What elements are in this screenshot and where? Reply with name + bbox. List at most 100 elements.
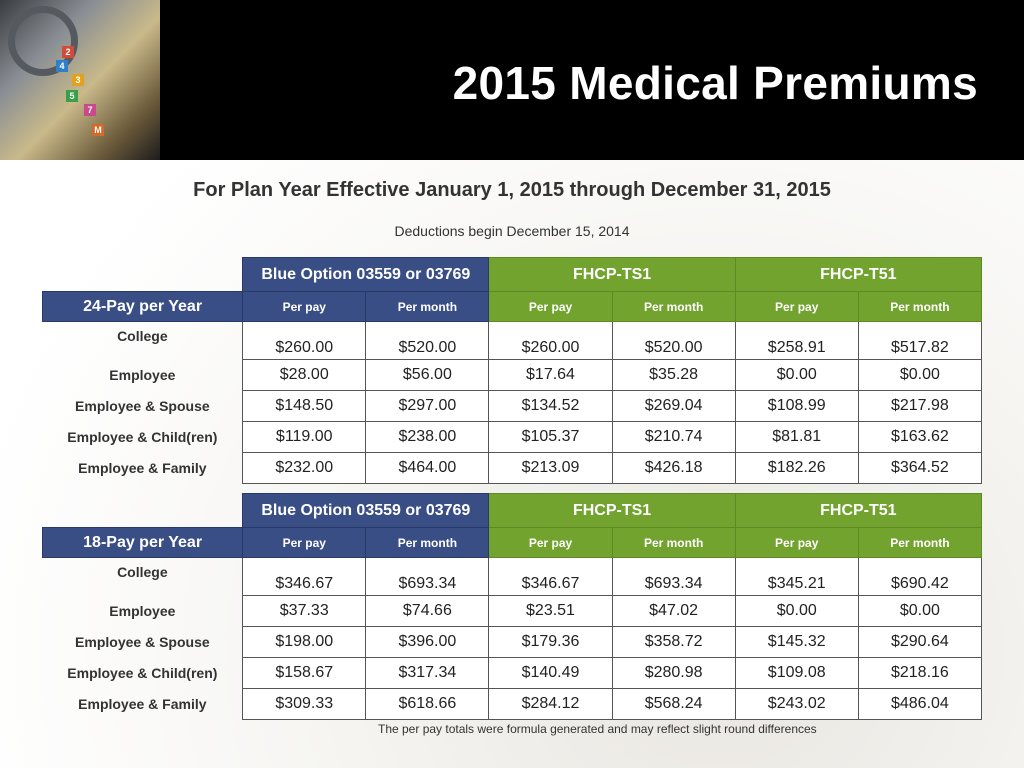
plan-header-row: Blue Option 03559 or 03769 FHCP-TS1 FHCP… bbox=[43, 257, 983, 292]
rounding-footnote: The per pay totals were formula generate… bbox=[378, 722, 817, 736]
premium-cell: $134.52 bbox=[488, 389, 613, 422]
table-row: Employee & Spouse $148.50 $297.00 $134.5… bbox=[43, 389, 983, 422]
premium-cell: $47.02 bbox=[611, 594, 736, 627]
premium-cell: $517.82 bbox=[857, 321, 983, 360]
premium-cell: $148.50 bbox=[242, 389, 367, 422]
medical-stethoscope-photo-icon: 2 4 3 5 7 M bbox=[0, 0, 160, 160]
premium-cell: $520.00 bbox=[611, 321, 736, 360]
premium-cell: $17.64 bbox=[488, 358, 613, 391]
row-label: Employee & Family bbox=[78, 695, 207, 712]
premium-cell: $213.09 bbox=[488, 451, 613, 484]
plan-header-fhcp-ts1: FHCP-TS1 bbox=[488, 257, 736, 292]
premium-cell: $0.00 bbox=[734, 358, 859, 391]
premium-cell: $346.67 bbox=[488, 557, 613, 596]
deductions-note: Deductions begin December 15, 2014 bbox=[394, 223, 630, 239]
premium-cell: $238.00 bbox=[365, 420, 490, 453]
premium-cell: $280.98 bbox=[611, 656, 736, 689]
premium-cell: $486.04 bbox=[857, 687, 983, 720]
col-per-pay: Per pay bbox=[242, 291, 367, 322]
col-per-month: Per month bbox=[365, 291, 490, 322]
premium-cell: $35.28 bbox=[611, 358, 736, 391]
premium-table-24-pay: Blue Option 03559 or 03769 FHCP-TS1 FHCP… bbox=[41, 257, 983, 484]
premium-cell: $690.42 bbox=[857, 557, 983, 596]
premium-cell: $56.00 bbox=[365, 358, 490, 391]
row-label: Employee bbox=[109, 602, 176, 619]
premium-cell: $145.32 bbox=[734, 625, 859, 658]
premium-cell: $105.37 bbox=[488, 420, 613, 453]
premium-cell: $290.64 bbox=[857, 625, 983, 658]
premium-cell: $243.02 bbox=[734, 687, 859, 720]
col-per-pay: Per pay bbox=[488, 291, 613, 322]
premium-cell: $260.00 bbox=[488, 321, 613, 360]
premium-cell: $23.51 bbox=[488, 594, 613, 627]
premium-cell: $74.66 bbox=[365, 594, 490, 627]
stethoscope-shape bbox=[8, 6, 78, 76]
premium-cell: $81.81 bbox=[734, 420, 859, 453]
premium-cell: $364.52 bbox=[857, 451, 983, 484]
table-row: College $346.67 $693.34 $346.67 $693.34 … bbox=[43, 557, 983, 596]
header-banner: 2 4 3 5 7 M 2015 Medical Premiums bbox=[0, 0, 1024, 160]
plan-header-row: Blue Option 03559 or 03769 FHCP-TS1 FHCP… bbox=[43, 493, 983, 528]
row-label: Employee & Spouse bbox=[75, 397, 210, 414]
col-per-month: Per month bbox=[857, 527, 983, 558]
corner-blank bbox=[43, 494, 243, 528]
col-per-pay: Per pay bbox=[242, 527, 367, 558]
premium-cell: $260.00 bbox=[242, 321, 367, 360]
col-per-month: Per month bbox=[857, 291, 983, 322]
premium-cell: $464.00 bbox=[365, 451, 490, 484]
premium-cell: $119.00 bbox=[242, 420, 367, 453]
column-header-row: 24-Pay per Year Per pay Per month Per pa… bbox=[41, 291, 983, 322]
plan-year-subtitle: For Plan Year Effective January 1, 2015 … bbox=[193, 179, 831, 201]
table-row: Employee $28.00 $56.00 $17.64 $35.28 $0.… bbox=[43, 358, 983, 391]
plan-header-fhcp-t51: FHCP-T51 bbox=[734, 257, 983, 292]
col-per-month: Per month bbox=[365, 527, 490, 558]
schedule-label: 18-Pay per Year bbox=[41, 527, 244, 558]
premium-cell: $217.98 bbox=[857, 389, 983, 422]
premium-cell: $179.36 bbox=[488, 625, 613, 658]
plan-header-blue-option: Blue Option 03559 or 03769 bbox=[242, 493, 490, 528]
premium-cell: $520.00 bbox=[365, 321, 490, 360]
premium-cell: $284.12 bbox=[488, 687, 613, 720]
table-row: Employee $37.33 $74.66 $23.51 $47.02 $0.… bbox=[43, 594, 983, 627]
premium-cell: $345.21 bbox=[734, 557, 859, 596]
corner-blank bbox=[43, 258, 243, 292]
row-label: Employee bbox=[109, 366, 176, 383]
row-label: College bbox=[117, 328, 168, 344]
premium-cell: $0.00 bbox=[857, 358, 983, 391]
table-row: Employee & Child(ren) $119.00 $238.00 $1… bbox=[43, 420, 983, 453]
table-row: Employee & Family $232.00 $464.00 $213.0… bbox=[43, 451, 983, 484]
premium-cell: $269.04 bbox=[611, 389, 736, 422]
premium-cell: $0.00 bbox=[734, 594, 859, 627]
col-per-pay: Per pay bbox=[734, 291, 859, 322]
premium-cell: $618.66 bbox=[365, 687, 490, 720]
col-per-month: Per month bbox=[611, 291, 736, 322]
premium-cell: $358.72 bbox=[611, 625, 736, 658]
row-label: Employee & Family bbox=[78, 459, 207, 476]
col-per-pay: Per pay bbox=[734, 527, 859, 558]
premium-cell: $317.34 bbox=[365, 656, 490, 689]
premium-cell: $232.00 bbox=[242, 451, 367, 484]
premium-cell: $297.00 bbox=[365, 389, 490, 422]
premium-cell: $108.99 bbox=[734, 389, 859, 422]
row-label: Employee & Child(ren) bbox=[67, 428, 218, 445]
plan-header-blue-option: Blue Option 03559 or 03769 bbox=[242, 257, 490, 292]
table-row: Employee & Spouse $198.00 $396.00 $179.3… bbox=[43, 625, 983, 658]
schedule-label: 24-Pay per Year bbox=[41, 291, 244, 322]
premium-cell: $568.24 bbox=[611, 687, 736, 720]
table-row: College $260.00 $520.00 $260.00 $520.00 … bbox=[43, 321, 983, 360]
plan-header-fhcp-ts1: FHCP-TS1 bbox=[488, 493, 736, 528]
premium-cell: $163.62 bbox=[857, 420, 983, 453]
table-row: Employee & Child(ren) $158.67 $317.34 $1… bbox=[43, 656, 983, 689]
premium-cell: $218.16 bbox=[857, 656, 983, 689]
premium-cell: $258.91 bbox=[734, 321, 859, 360]
premium-cell: $0.00 bbox=[857, 594, 983, 627]
premium-cell: $210.74 bbox=[611, 420, 736, 453]
premium-cell: $182.26 bbox=[734, 451, 859, 484]
premium-cell: $140.49 bbox=[488, 656, 613, 689]
column-header-row: 18-Pay per Year Per pay Per month Per pa… bbox=[41, 527, 983, 558]
premium-cell: $693.34 bbox=[611, 557, 736, 596]
premium-cell: $28.00 bbox=[242, 358, 367, 391]
premium-cell: $309.33 bbox=[242, 687, 367, 720]
premium-cell: $109.08 bbox=[734, 656, 859, 689]
premium-cell: $158.67 bbox=[242, 656, 367, 689]
